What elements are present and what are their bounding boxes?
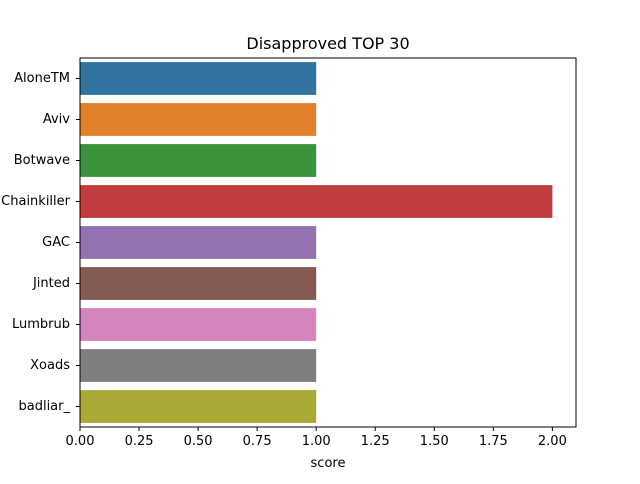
bar-xoads [80, 349, 317, 382]
plot-frame [79, 57, 577, 428]
y-tick-label: Botwave [14, 153, 70, 168]
x-tick-label: 1.75 [479, 434, 508, 449]
bar-botwave [80, 144, 317, 177]
x-tick-label: 0.75 [243, 434, 272, 449]
y-tick-label: Aviv [43, 112, 70, 127]
bars-group [80, 62, 553, 423]
bar-alonetm [80, 62, 317, 95]
y-tick-label: Lumbrub [12, 317, 70, 332]
bar-jinted [80, 267, 317, 300]
y-tick-label: badliar_ [18, 399, 70, 414]
x-axis-label: score [311, 456, 346, 471]
y-tick-label: Jinted [32, 276, 70, 291]
bar-chainkiller [80, 185, 553, 218]
y-tick-label: Chainkiller [1, 194, 70, 209]
bar-aviv [80, 103, 317, 136]
y-tick-label: GAC [42, 235, 70, 250]
bar-gac [80, 226, 317, 259]
x-tick-label: 0.25 [125, 434, 154, 449]
bar-lumbrub [80, 308, 317, 341]
chart-title: Disapproved TOP 30 [246, 34, 409, 53]
y-tick-label: AloneTM [14, 71, 70, 86]
x-tick-label: 1.25 [361, 434, 390, 449]
y-tick-label: Xoads [30, 358, 70, 373]
bar-badliar [80, 390, 317, 423]
x-tick-label: 1.50 [420, 434, 449, 449]
x-tick-label: 0.50 [184, 434, 213, 449]
x-axis: 0.00 0.25 0.50 0.75 1.00 1.25 1.50 1.75 2.00 [66, 427, 567, 449]
x-tick-label: 1.00 [302, 434, 331, 449]
x-tick-label: 2.00 [538, 434, 567, 449]
y-axis: AloneTM Aviv Botwave Chainkiller GAC Jinted Lu… [1, 71, 80, 414]
x-tick-label: 0.00 [66, 434, 95, 449]
